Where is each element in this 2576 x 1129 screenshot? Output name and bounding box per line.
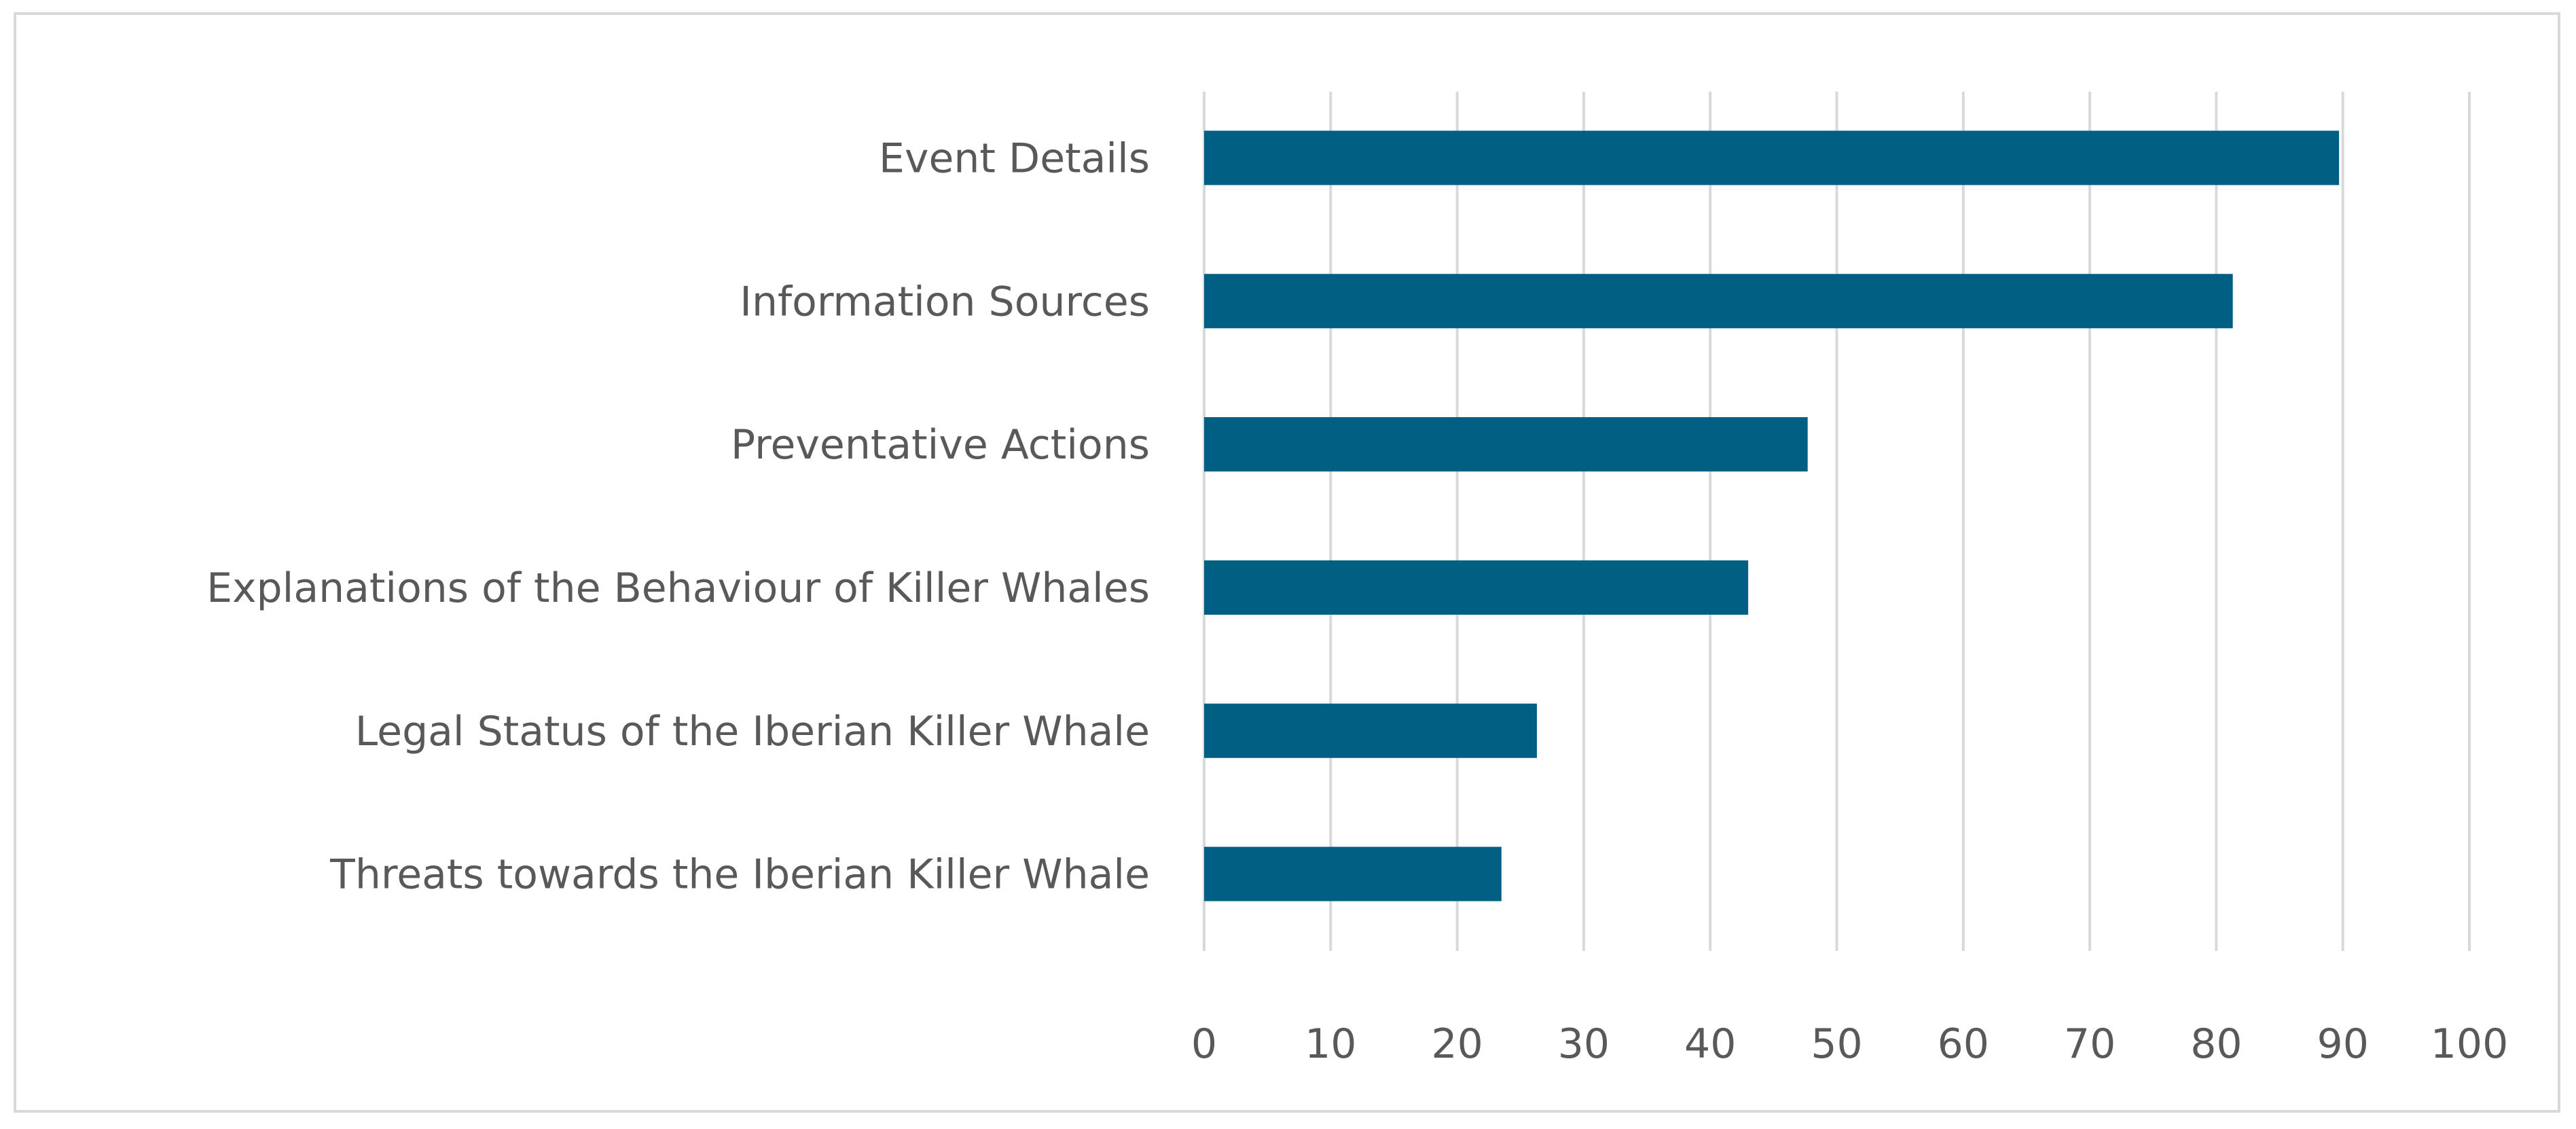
x-tick-label: 40 (1684, 1020, 1736, 1068)
bar (1204, 560, 1749, 615)
x-tick-label: 80 (2190, 1020, 2242, 1068)
gridlines (1203, 92, 2471, 951)
x-tick-label: 10 (1305, 1020, 1356, 1068)
category-label: Information Sources (740, 278, 1150, 325)
bars (1204, 130, 2340, 901)
category-label: Threats towards the Iberian Killer Whale (329, 851, 1150, 899)
category-label: Preventative Actions (731, 421, 1150, 469)
category-label: Explanations of the Behaviour of Killer … (206, 564, 1150, 612)
x-tick-label: 20 (1431, 1020, 1483, 1068)
category-label: Legal Status of the Iberian Killer Whale (355, 708, 1150, 755)
x-tick-label: 50 (1811, 1020, 1862, 1068)
category-labels: Event Details Information Sources Preventa… (206, 135, 1150, 898)
bar (1204, 417, 1808, 472)
x-tick-label: 90 (2317, 1020, 2369, 1068)
tick-labels: 0 10 20 30 40 50 60 70 80 90 100 (1191, 1020, 2508, 1068)
x-tick-label: 0 (1191, 1020, 1217, 1068)
bar (1204, 130, 2340, 185)
category-label: Event Details (879, 135, 1150, 182)
bar (1204, 703, 1537, 758)
bar (1204, 846, 1502, 901)
x-tick-label: 100 (2431, 1020, 2509, 1068)
bar (1204, 274, 2233, 329)
x-tick-label: 70 (2064, 1020, 2116, 1068)
x-tick-label: 30 (1558, 1020, 1610, 1068)
x-tick-label: 60 (1938, 1020, 1989, 1068)
